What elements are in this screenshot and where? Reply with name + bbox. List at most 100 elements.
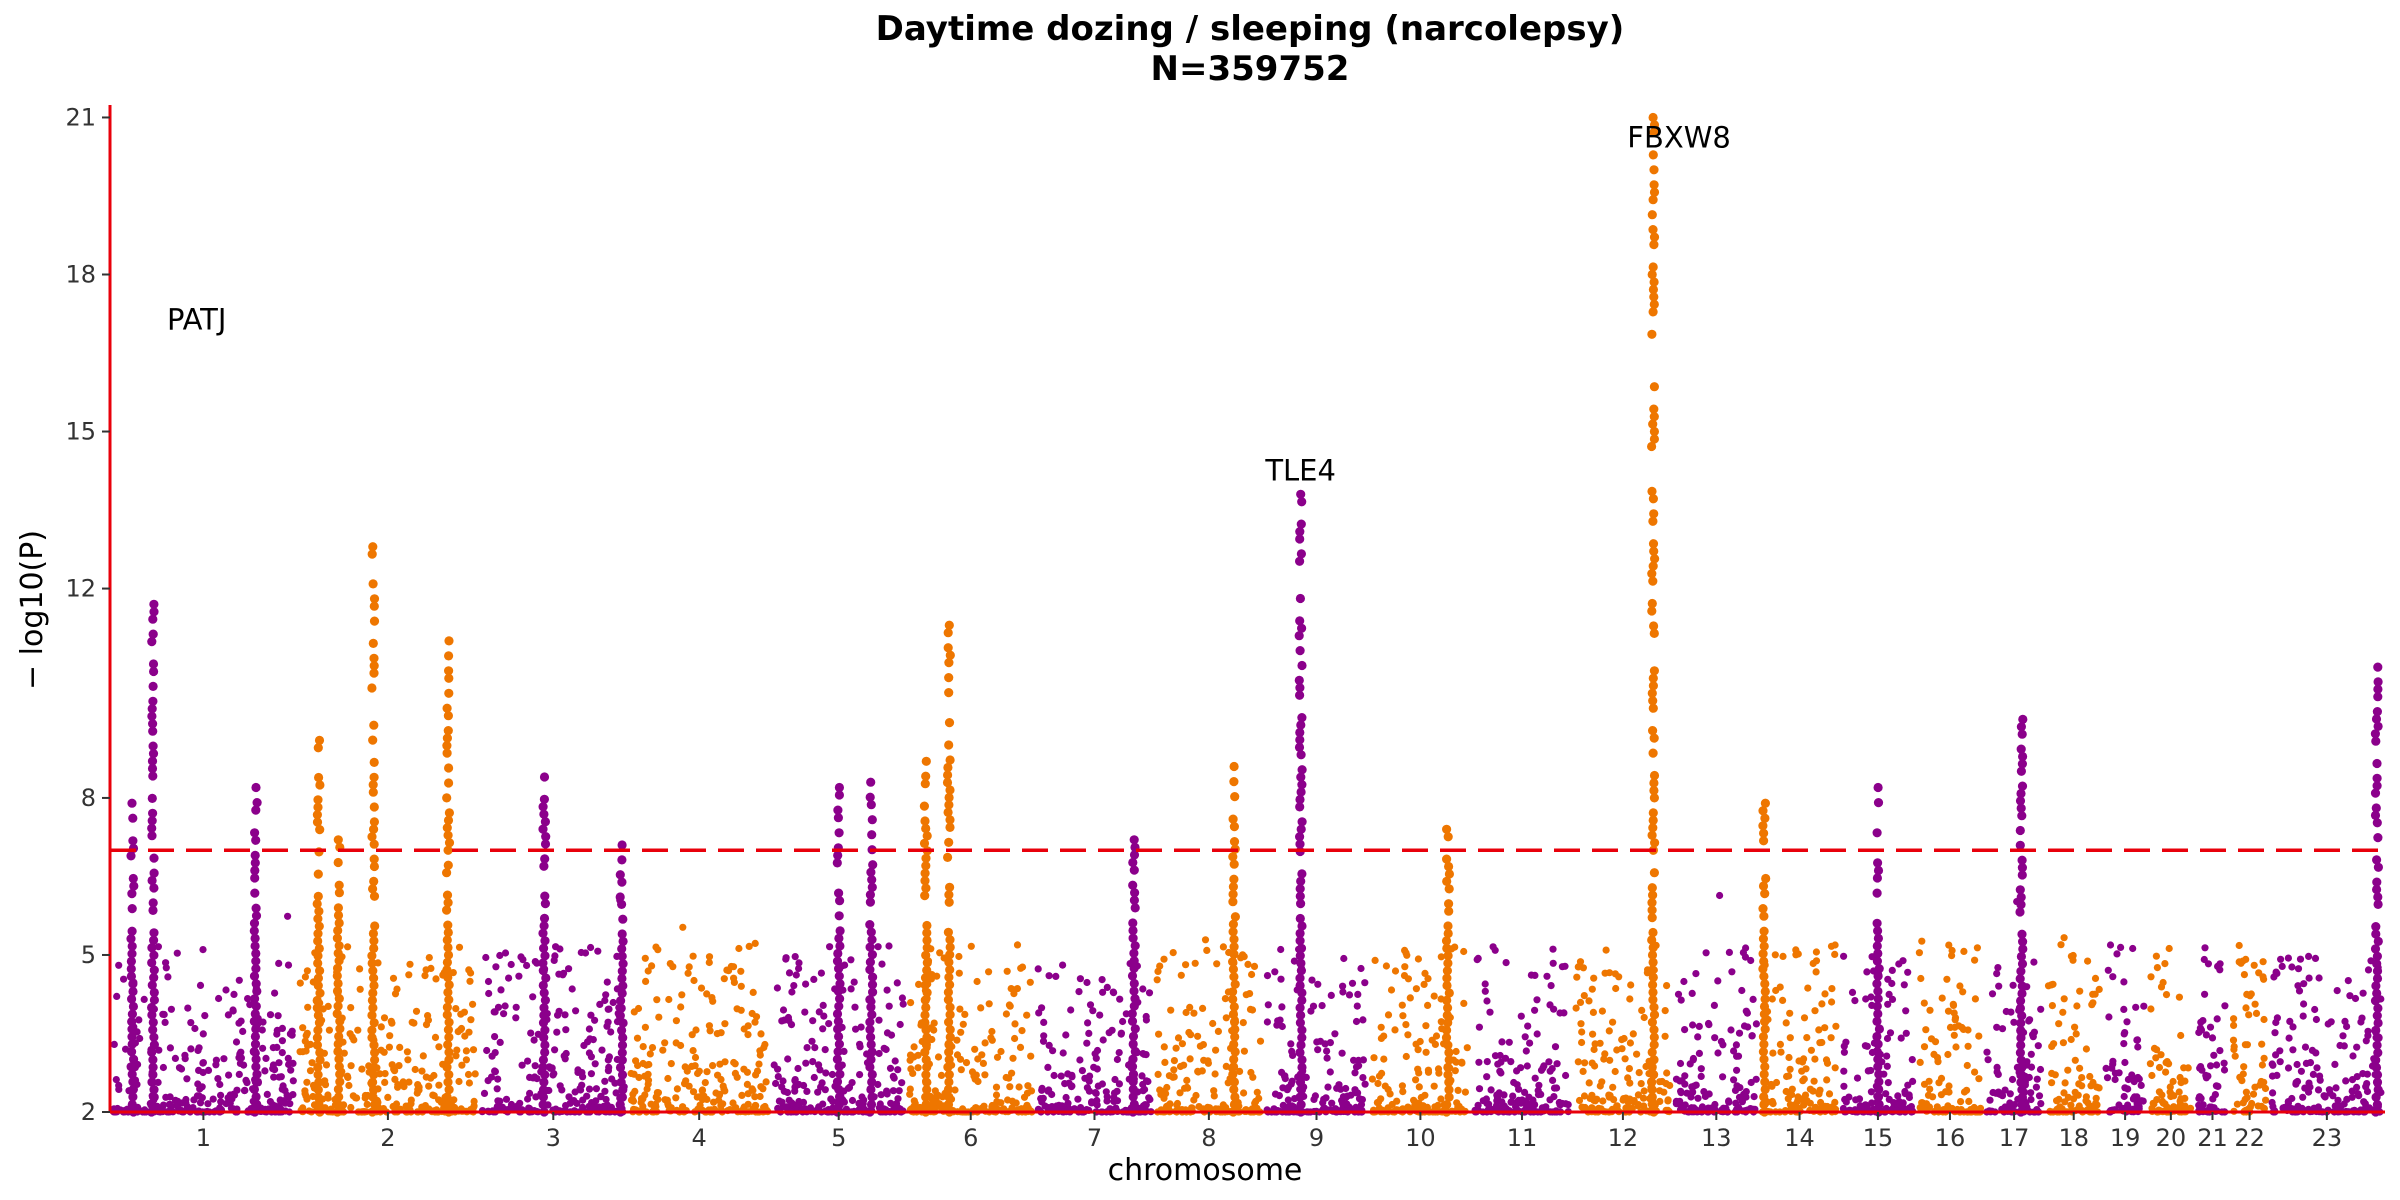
data-point — [2260, 1015, 2268, 1024]
peak-point — [149, 883, 159, 893]
peak-point — [2370, 944, 2381, 954]
peak-point — [943, 1062, 953, 1072]
peak-point — [1647, 1085, 1657, 1095]
peak-point — [2371, 714, 2382, 724]
data-point — [665, 995, 673, 1004]
peak-point — [945, 650, 955, 660]
peak-point — [1649, 778, 1659, 788]
data-point — [465, 966, 473, 974]
data-point — [2076, 987, 2084, 995]
data-point — [689, 1047, 697, 1055]
data-point — [1615, 973, 1623, 981]
data-point — [262, 1054, 270, 1062]
peak-point — [1296, 787, 1306, 797]
peak-point — [1760, 979, 1770, 989]
data-point — [1638, 1006, 1646, 1015]
data-point — [1361, 1080, 1369, 1088]
peak-point — [944, 1055, 954, 1065]
data-point — [1727, 1026, 1735, 1034]
data-point — [1533, 996, 1541, 1004]
peak-point — [1648, 703, 1658, 713]
data-point — [1695, 1049, 1703, 1057]
peak-point — [1228, 882, 1238, 892]
peak-point — [335, 1069, 345, 1079]
data-point — [993, 1053, 1002, 1061]
peak-point — [865, 1025, 875, 1035]
data-point — [1904, 1081, 1912, 1089]
peak-point — [312, 1040, 322, 1050]
peak-point — [2016, 1025, 2026, 1036]
peak-point — [944, 1017, 954, 1027]
data-point — [2343, 1022, 2351, 1031]
data-point — [672, 1017, 681, 1025]
data-point — [1897, 1034, 1905, 1042]
data-point — [2009, 981, 2017, 989]
peak-point — [1648, 965, 1658, 975]
peak-point — [251, 1024, 261, 1034]
peak-point — [333, 925, 343, 936]
data-point — [848, 1096, 857, 1105]
data-point — [419, 1052, 427, 1060]
peak-point — [1296, 772, 1306, 782]
data-point — [604, 1018, 612, 1026]
peak-point — [1873, 1092, 1884, 1102]
peak-point — [149, 950, 159, 960]
peak-point — [147, 1002, 157, 1013]
peak-point — [1873, 986, 1883, 996]
data-point — [1711, 1034, 1719, 1042]
data-point — [1973, 944, 1981, 952]
peak-point — [2370, 788, 2381, 798]
data-point — [825, 1020, 833, 1028]
data-point — [274, 1012, 282, 1020]
data-point — [2221, 1002, 2229, 1010]
data-point — [237, 1048, 245, 1056]
data-point — [1803, 1034, 1811, 1042]
data-point — [1553, 1084, 1561, 1092]
peak-point — [313, 936, 323, 946]
peak-point — [127, 1099, 137, 1110]
data-point — [1190, 1009, 1198, 1017]
data-point — [1620, 1095, 1628, 1103]
peak-point — [1648, 927, 1658, 938]
data-point — [856, 1071, 864, 1079]
data-point — [1076, 1056, 1084, 1064]
data-point — [1561, 962, 1569, 970]
peak-point — [921, 883, 931, 893]
data-point — [427, 964, 435, 973]
peak-point — [443, 830, 453, 840]
data-point — [757, 1030, 765, 1038]
data-point — [1424, 1001, 1432, 1010]
data-point — [222, 1100, 230, 1108]
data-point — [957, 1066, 965, 1074]
data-point — [225, 1071, 233, 1079]
data-point — [1937, 1091, 1945, 1099]
x-tick-label: 3 — [546, 1124, 561, 1152]
data-point — [1253, 1088, 1261, 1096]
peak-point — [1296, 519, 1306, 529]
data-point — [524, 1095, 532, 1103]
data-point — [2316, 1072, 2324, 1080]
peak-point — [313, 929, 323, 939]
peak-point — [1295, 534, 1305, 544]
peak-point — [944, 620, 954, 630]
peak-point — [369, 861, 379, 872]
peak-point — [1297, 780, 1307, 790]
peak-point — [1295, 1018, 1305, 1028]
data-point — [2213, 1015, 2221, 1023]
peak-point — [1873, 1009, 1883, 1019]
data-point — [485, 989, 493, 998]
data-point — [1916, 1058, 1924, 1066]
data-point — [1710, 1104, 1719, 1113]
data-point — [1540, 1062, 1548, 1070]
peak-point — [444, 651, 454, 661]
peak-point — [1229, 934, 1239, 944]
peak-point — [1649, 1055, 1659, 1065]
peak-point — [147, 711, 157, 721]
data-point — [2349, 1052, 2357, 1060]
peak-point — [127, 994, 137, 1004]
data-point — [681, 1063, 689, 1071]
peak-point — [1128, 1054, 1138, 1064]
data-point — [2273, 1071, 2281, 1079]
data-point — [1883, 1062, 1891, 1070]
peak-point — [834, 1039, 845, 1049]
